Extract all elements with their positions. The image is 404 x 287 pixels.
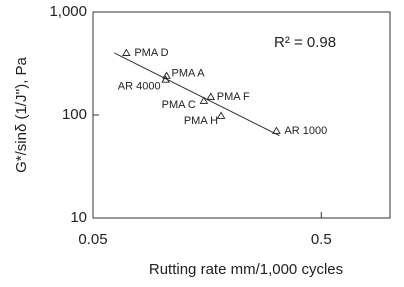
point xyxy=(206,92,216,100)
fit-line xyxy=(114,52,280,137)
point xyxy=(122,48,131,56)
y-tick-label: 10 xyxy=(70,209,87,226)
annotation: R² = 0.98 xyxy=(274,34,336,51)
point-label: PMA C xyxy=(162,99,196,111)
point xyxy=(161,75,170,83)
y-tick-label: 100 xyxy=(62,106,87,123)
x-tick-label: 0.5 xyxy=(311,231,332,248)
point-label: PMA F xyxy=(217,91,250,103)
x-axis-label: Rutting rate mm/1,000 cycles xyxy=(149,261,343,278)
point-label: PMA A xyxy=(172,68,206,80)
point-label: AR 4000 xyxy=(118,81,161,93)
point xyxy=(199,96,209,104)
x-tick-label: 0.05 xyxy=(78,231,107,248)
point-label: AR 1000 xyxy=(284,125,327,137)
point-label: PMA D xyxy=(134,47,168,59)
point-label: PMA H xyxy=(184,115,218,127)
point xyxy=(272,126,281,134)
point xyxy=(216,111,226,119)
y-axis-label: G*/sinδ (1/J''), Pa xyxy=(13,56,30,172)
y-tick-label: 1,000 xyxy=(49,3,87,20)
plot-frame xyxy=(92,11,391,219)
